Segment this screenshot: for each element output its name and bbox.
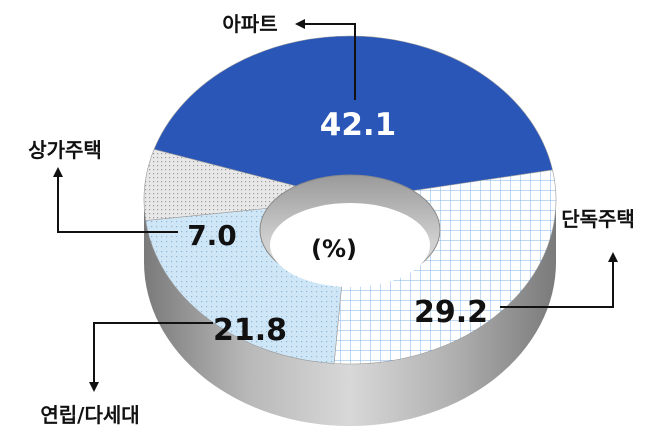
value-label-shop-house: 7.0 bbox=[187, 219, 237, 252]
category-label-detached: 단독주택 bbox=[561, 207, 635, 231]
callout-detached: 단독주택 bbox=[500, 207, 635, 308]
slice-apartment bbox=[153, 35, 553, 201]
category-label-shop-house: 상가주택 bbox=[28, 138, 102, 162]
unit-label: (%) bbox=[311, 235, 357, 263]
callout-shop-house: 상가주택 bbox=[28, 138, 178, 233]
category-label-rowhouse: 연립/다세대 bbox=[40, 403, 139, 427]
donut-hole bbox=[259, 174, 441, 287]
value-label-detached: 29.2 bbox=[414, 295, 488, 330]
callout-rowhouse: 연립/다세대 bbox=[40, 322, 213, 427]
callout-apartment: 아파트 bbox=[222, 12, 356, 100]
category-label-apartment: 아파트 bbox=[222, 12, 277, 36]
value-label-apartment: 42.1 bbox=[320, 107, 397, 143]
value-label-rowhouse: 21.8 bbox=[213, 313, 287, 348]
